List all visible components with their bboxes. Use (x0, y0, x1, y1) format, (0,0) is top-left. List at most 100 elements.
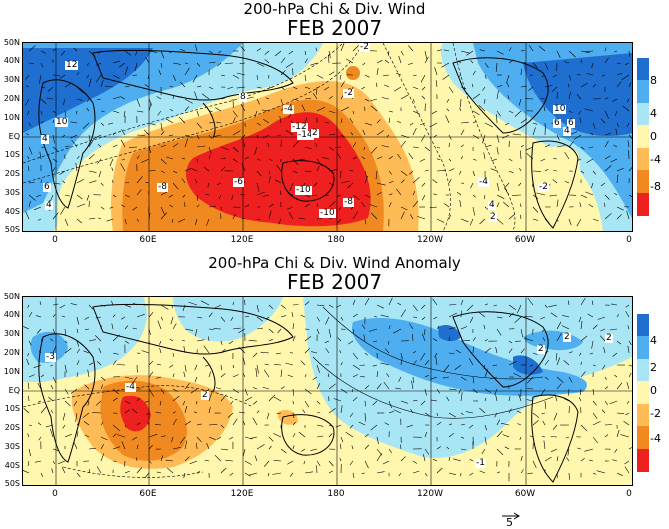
colorbar-label: -4 (650, 432, 661, 445)
lon-label: 180 (327, 489, 345, 499)
colorbar-label: 8 (650, 74, 657, 87)
lat-label: EQ (8, 132, 20, 141)
lat-label: 10N (3, 367, 20, 376)
colorbar-swatch (637, 170, 649, 193)
vector-scale-label: 5 (506, 516, 513, 529)
contour-label: 2 (563, 332, 571, 342)
colorbar-swatch (637, 193, 649, 216)
contour-label: 6 (43, 182, 51, 192)
lat-label: 20N (3, 94, 20, 103)
panel2-colorbar (637, 314, 649, 472)
colorbar-label: -2 (650, 407, 661, 420)
contour-label: -8 (343, 197, 354, 207)
lon-label: 120W (416, 235, 444, 245)
contour-label: 4 (488, 200, 496, 210)
lat-label: 40N (3, 56, 20, 65)
contour-label: 2 (489, 212, 497, 222)
contour-label: -10 (295, 185, 312, 195)
colorbar-label: 0 (650, 130, 657, 143)
lon-label: 120E (230, 235, 254, 245)
vector-scale-arrow-icon (502, 512, 520, 520)
contour-label: 6 (567, 118, 575, 128)
lon-label: 60E (139, 235, 157, 245)
contour-label: -4 (125, 382, 136, 392)
lat-label: 40N (3, 310, 20, 319)
contour-label: 2 (201, 390, 209, 400)
colorbar-label: 2 (650, 361, 657, 374)
colorbar-swatch (637, 381, 649, 404)
colorbar-label: 4 (650, 107, 657, 120)
lon-label: 60E (139, 489, 157, 499)
lat-label: 30S (4, 188, 20, 197)
contour-label: -2 (359, 42, 370, 52)
lat-label: 40S (4, 461, 20, 470)
panel2-title: 200-hPa Chi & Div. Wind Anomaly (208, 254, 461, 272)
panel2-field (23, 297, 632, 485)
panel1-title: 200-hPa Chi & Div. Wind (243, 0, 426, 18)
colorbar-swatch (637, 80, 649, 103)
lon-label: 60W (514, 489, 536, 499)
lon-label: 0 (626, 489, 632, 499)
lon-label: 120W (416, 489, 444, 499)
colorbar-swatch (637, 58, 649, 80)
contour-label: 4 (41, 134, 49, 144)
colorbar-swatch (637, 314, 649, 336)
lat-label: 30N (3, 75, 20, 84)
panel2-map: -3 2 -4 2 2 -1 2 (22, 296, 633, 486)
colorbar-swatch (637, 359, 649, 381)
contour-label: 8 (239, 92, 247, 102)
contour-label: 6 (553, 118, 561, 128)
panel1-subtitle: FEB 2007 (286, 16, 383, 40)
contour-label: -2 (538, 182, 549, 192)
colorbar-label: 4 (650, 334, 657, 347)
contour-label: -1 (475, 458, 486, 468)
colorbar-label: 0 (650, 384, 657, 397)
colorbar-swatch (637, 103, 649, 125)
lon-label: 180 (327, 235, 345, 245)
lat-label: 20N (3, 348, 20, 357)
lat-label: 10N (3, 113, 20, 122)
panel1-field (23, 43, 632, 231)
contour-label: 2 (311, 128, 319, 138)
panel1-colorbar (637, 58, 649, 216)
colorbar-label: -4 (650, 153, 661, 166)
lat-label: 20S (4, 169, 20, 178)
colorbar-label: -8 (650, 180, 661, 193)
colorbar-swatch (637, 404, 649, 426)
contour-label: 10 (55, 117, 69, 127)
contour-label: -2 (343, 88, 354, 98)
contour-label: -10 (319, 208, 336, 218)
lat-label: 30N (3, 329, 20, 338)
lat-label: 50N (3, 38, 20, 47)
panel1-map: 12 10 4 6 4 8 -4 -8 -10 -12 -14 -2 -6 -8… (22, 42, 633, 232)
lon-label: 0 (52, 235, 58, 245)
contour-label: -3 (45, 352, 56, 362)
contour-label: -4 (283, 104, 294, 114)
lat-label: 50S (4, 225, 20, 234)
contour-label: 12 (65, 60, 79, 70)
lon-label: 0 (626, 235, 632, 245)
colorbar-swatch (637, 449, 649, 472)
lat-label: 20S (4, 423, 20, 432)
lat-label: 50S (4, 479, 20, 488)
lat-label: 10S (4, 150, 20, 159)
lon-label: 0 (52, 489, 58, 499)
contour-label: 10 (553, 104, 567, 114)
contour-label: -4 (478, 177, 489, 187)
contour-label: 2 (605, 333, 613, 343)
lat-label: 10S (4, 404, 20, 413)
lat-label: 50N (3, 292, 20, 301)
contour-label: 4 (563, 126, 571, 136)
contour-label: 2 (537, 344, 545, 354)
colorbar-swatch (637, 426, 649, 449)
colorbar-swatch (637, 336, 649, 359)
panel2-subtitle: FEB 2007 (286, 270, 383, 294)
contour-label: -8 (157, 182, 168, 192)
contour-label: -14 (297, 130, 314, 140)
lat-label: 40S (4, 207, 20, 216)
lat-label: EQ (8, 386, 20, 395)
colorbar-swatch (637, 148, 649, 170)
contour-label: -12 (291, 122, 308, 132)
contour-label: -6 (233, 177, 244, 187)
lat-label: 30S (4, 442, 20, 451)
